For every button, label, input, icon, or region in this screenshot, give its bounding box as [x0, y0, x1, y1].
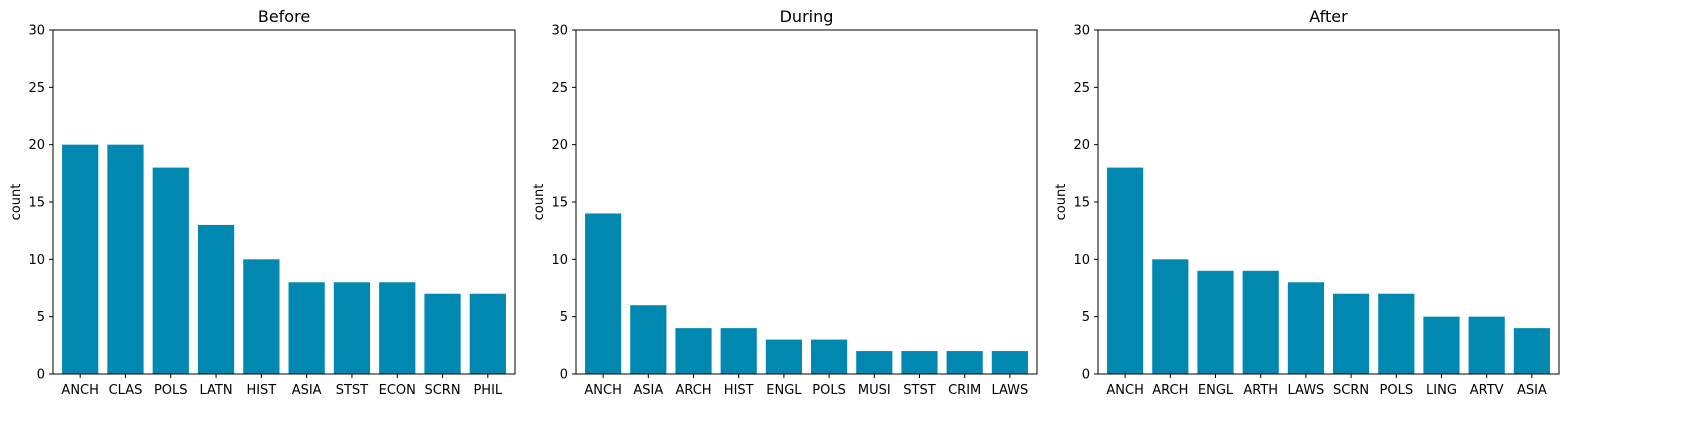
y-axis-label: count: [1054, 184, 1069, 221]
x-tick-label: POLS: [1380, 383, 1414, 398]
bar-arth: [1242, 270, 1279, 374]
bar-arch: [1152, 259, 1189, 374]
y-tick-label: 30: [28, 24, 45, 39]
subplot-after: After count 0 5 10 15 20 25 30 ANCH ARCH ENGL ARTH…: [1054, 7, 1560, 398]
y-tick-label: 20: [1073, 138, 1090, 153]
x-tick-label: LING: [1426, 383, 1457, 398]
x-tick-label: SCRN: [1333, 383, 1369, 398]
y-tick-label: 10: [551, 253, 568, 268]
x-tick-label: CRIM: [948, 383, 981, 398]
y-tick-label: 30: [551, 24, 568, 39]
y-tick-label: 25: [1073, 81, 1090, 96]
x-tick-label: LATN: [200, 383, 233, 398]
x-tick-label: ASIA: [292, 383, 322, 398]
x-tick-label: PHIL: [473, 383, 502, 398]
y-tick-label: 20: [28, 138, 45, 153]
y-tick-label: 15: [28, 196, 45, 211]
x-tick-label: POLS: [812, 383, 846, 398]
y-tick-label: 0: [560, 368, 568, 383]
bar-econ: [379, 282, 416, 374]
y-tick-label: 15: [551, 196, 568, 211]
x-tick-label: ANCH: [584, 383, 621, 398]
x-tick-label: ASIA: [633, 383, 663, 398]
bar-pols: [152, 167, 189, 374]
subplot-before: Before count 0 5 10 15 20 25 30 ANCH CLAS POLS LAT…: [9, 7, 516, 398]
bar-anch: [62, 144, 99, 374]
x-tick-label: ENGL: [1198, 383, 1234, 398]
y-tick-label: 0: [1082, 368, 1090, 383]
y-tick-label: 0: [37, 368, 45, 383]
bar-anch: [1107, 167, 1144, 374]
y-tick-label: 25: [551, 81, 568, 96]
subplot-during: During count 0 5 10 15 20 25 30 ANCH ASIA ARCH HIS…: [532, 7, 1038, 398]
bar-hist: [720, 328, 757, 374]
bar-stst: [333, 282, 371, 374]
bar-pols: [1378, 293, 1415, 374]
x-tick-label: HIST: [246, 383, 276, 398]
bar-latn: [197, 224, 235, 374]
bar-crim: [946, 351, 983, 374]
bar-asia: [630, 305, 667, 374]
x-tick-label: LAWS: [1287, 383, 1324, 398]
bar-laws: [1287, 282, 1324, 374]
bar-clas: [107, 144, 144, 374]
x-tick-label: STST: [903, 383, 935, 398]
x-tick-label: ARTV: [1470, 383, 1504, 398]
y-axis-label: count: [9, 184, 24, 221]
bar-musi: [856, 351, 893, 374]
subplot-title: During: [780, 7, 834, 26]
y-tick-label: 5: [560, 310, 568, 325]
bar-asia: [1513, 328, 1550, 374]
x-tick-label: ECON: [379, 383, 416, 398]
x-tick-label: SCRN: [424, 383, 460, 398]
x-tick-label: ARTH: [1243, 383, 1278, 398]
y-tick-label: 30: [1073, 24, 1090, 39]
x-tick-label: ARCH: [1152, 383, 1188, 398]
x-tick-label: CLAS: [109, 383, 143, 398]
x-tick-label: ENGL: [766, 383, 802, 398]
bar-anch: [585, 213, 622, 374]
x-tick-label: POLS: [154, 383, 188, 398]
bar-arch: [675, 328, 712, 374]
y-axis-label: count: [532, 184, 547, 221]
bar-artv: [1468, 316, 1505, 374]
bar-scrn: [1333, 293, 1370, 374]
x-tick-label: LAWS: [991, 383, 1028, 398]
x-tick-label: ASIA: [1517, 383, 1547, 398]
bar-laws: [991, 351, 1028, 374]
bar-stst: [901, 351, 938, 374]
x-tick-label: HIST: [724, 383, 754, 398]
x-tick-label: MUSI: [858, 383, 891, 398]
y-tick-label: 5: [37, 310, 45, 325]
x-tick-label: ANCH: [61, 383, 98, 398]
y-tick-label: 10: [1073, 253, 1090, 268]
subplot-title: Before: [258, 7, 310, 26]
y-tick-label: 20: [551, 138, 568, 153]
x-tick-label: ARCH: [675, 383, 711, 398]
bar-pols: [811, 339, 848, 374]
bar-phil: [469, 293, 506, 374]
subplot-title: After: [1309, 7, 1348, 26]
bar-asia: [288, 282, 325, 374]
bar-hist: [243, 259, 280, 374]
x-tick-label: ANCH: [1106, 383, 1143, 398]
y-tick-label: 15: [1073, 196, 1090, 211]
y-tick-label: 5: [1082, 310, 1090, 325]
y-tick-label: 10: [28, 253, 45, 268]
bar-engl: [765, 339, 802, 374]
bar-scrn: [424, 293, 461, 374]
y-tick-label: 25: [28, 81, 45, 96]
bar-engl: [1197, 270, 1234, 374]
x-tick-label: STST: [336, 383, 368, 398]
bar-ling: [1423, 316, 1460, 374]
